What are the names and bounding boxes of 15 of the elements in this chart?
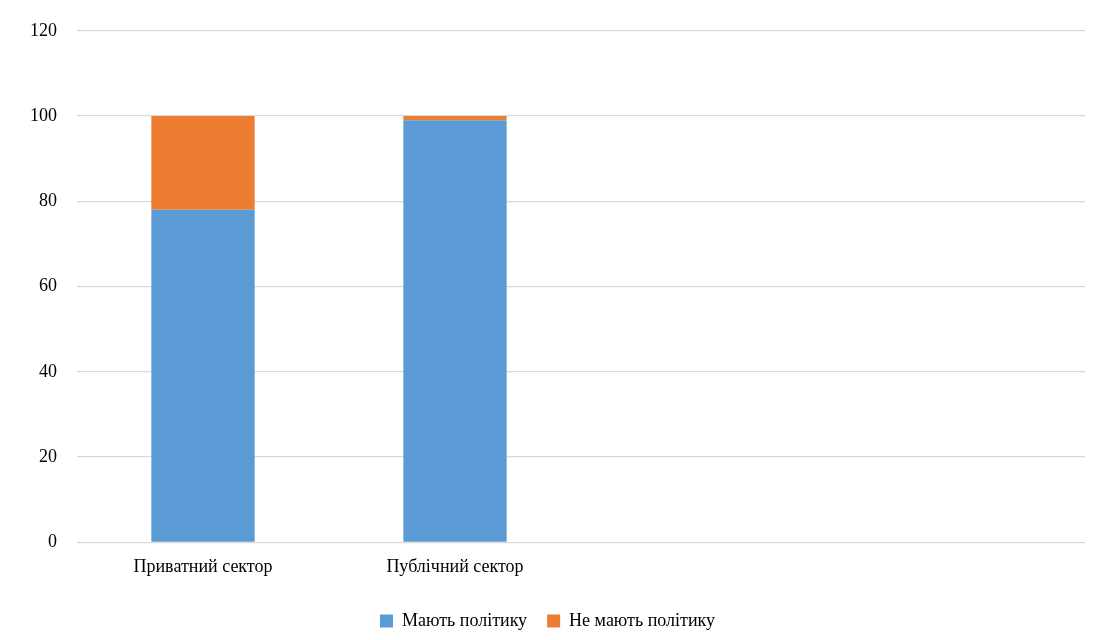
y-tick-label: 120	[30, 19, 57, 40]
y-tick-label: 20	[39, 445, 57, 466]
bar	[403, 116, 507, 121]
legend-label: Мають політику	[401, 609, 528, 630]
y-tick-label: 0	[48, 531, 57, 552]
y-tick-label: 100	[30, 104, 57, 125]
y-tick-label: 60	[39, 275, 57, 296]
bar	[403, 120, 507, 542]
x-tick-label: Приватний сектор	[133, 555, 273, 576]
legend-label: Не мають політику	[569, 609, 716, 630]
y-tick-label: 40	[39, 360, 57, 381]
bar	[151, 116, 255, 210]
bar	[151, 209, 255, 542]
x-tick-label: Публічний сектор	[386, 555, 524, 576]
y-tick-label: 80	[39, 190, 57, 211]
